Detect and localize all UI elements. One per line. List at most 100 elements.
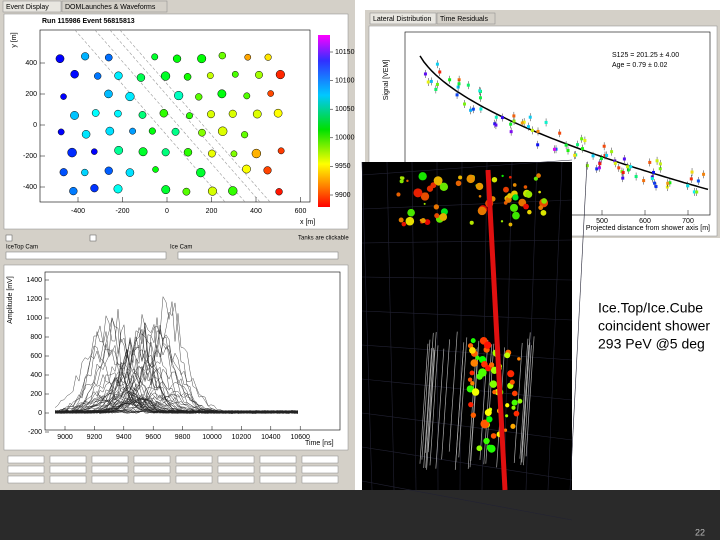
- tank: [113, 184, 123, 194]
- 3d-view: [362, 162, 572, 490]
- point: [621, 171, 625, 175]
- string: [448, 331, 458, 452]
- y-tick-label: 600: [30, 353, 42, 360]
- dom-hit: [511, 390, 518, 397]
- dom-hit: [470, 338, 476, 344]
- point: [463, 102, 467, 106]
- point: [469, 108, 473, 112]
- dropdown[interactable]: [177, 251, 339, 260]
- point: [583, 139, 587, 143]
- tab[interactable]: [436, 12, 496, 25]
- grid-3d: [503, 161, 513, 491]
- tank: [242, 164, 251, 174]
- dropdown[interactable]: [5, 251, 167, 260]
- tank: [57, 128, 65, 136]
- point: [599, 157, 603, 161]
- string: [470, 340, 480, 461]
- dom-hit: [476, 445, 483, 452]
- string: [521, 342, 531, 463]
- tank: [81, 52, 90, 61]
- tank: [195, 93, 203, 101]
- tab-label[interactable]: Time Residuals: [440, 16, 488, 23]
- point: [520, 121, 524, 125]
- tank: [70, 111, 79, 120]
- point: [526, 125, 530, 129]
- tank-hit: [418, 172, 427, 181]
- tank-hit: [527, 209, 532, 215]
- tab-label[interactable]: DOMLaunches & Waveforms: [65, 4, 156, 11]
- tank: [129, 127, 137, 135]
- waveform: [54, 349, 299, 414]
- tank-hit: [512, 194, 519, 201]
- checkbox[interactable]: [5, 234, 13, 242]
- string: [427, 332, 437, 453]
- control-field: [259, 465, 297, 474]
- tab[interactable]: [2, 0, 62, 13]
- y-tick-label: 400: [25, 60, 37, 67]
- grid-3d: [569, 161, 588, 491]
- waveform: [54, 345, 299, 414]
- tank-hit: [439, 182, 449, 192]
- tab[interactable]: [61, 0, 168, 13]
- point: [530, 128, 534, 132]
- point: [457, 78, 461, 82]
- tank: [198, 128, 206, 137]
- dom-hit: [511, 399, 518, 406]
- tab-label[interactable]: Lateral Distribution: [373, 16, 431, 23]
- point: [494, 123, 498, 127]
- dom-hit: [484, 409, 492, 417]
- x-tick-label: 10200: [232, 434, 252, 441]
- x-tick-label: 700: [682, 218, 694, 225]
- tank-hit: [475, 182, 484, 191]
- point: [610, 150, 614, 154]
- y-tick-label: 200: [30, 391, 42, 398]
- point: [626, 168, 630, 172]
- grid-3d: [361, 412, 573, 441]
- tab[interactable]: [369, 12, 437, 25]
- point: [598, 162, 602, 166]
- tank: [67, 147, 77, 158]
- tank-hit: [508, 175, 512, 179]
- control-field: [49, 465, 87, 474]
- tank: [159, 109, 168, 118]
- string: [467, 348, 477, 469]
- string: [421, 339, 431, 460]
- point: [648, 160, 652, 164]
- point: [448, 78, 452, 82]
- tank-hit: [458, 175, 463, 180]
- string: [426, 349, 435, 470]
- tank: [207, 110, 215, 119]
- point: [457, 82, 461, 86]
- tank: [81, 168, 89, 177]
- string: [419, 343, 429, 464]
- string: [523, 345, 532, 466]
- point: [580, 147, 584, 151]
- control-field: [91, 475, 129, 484]
- x-label: x [m]: [300, 219, 315, 226]
- tab-label[interactable]: Event Display: [6, 4, 49, 11]
- y-tick-label: 0: [33, 122, 37, 129]
- tank-hit: [500, 220, 504, 223]
- point: [622, 157, 626, 161]
- point: [434, 87, 438, 91]
- point: [429, 79, 433, 83]
- checkbox[interactable]: [89, 234, 97, 242]
- dom-hit: [468, 402, 474, 408]
- tank: [70, 69, 79, 79]
- string: [435, 348, 445, 469]
- tank-hit: [420, 218, 426, 224]
- tank: [243, 92, 251, 100]
- tank-hit: [478, 194, 482, 198]
- tank-hit: [439, 213, 448, 221]
- y-tick-label: 1000: [26, 315, 42, 322]
- string: [424, 332, 434, 453]
- point: [668, 181, 672, 185]
- tank-hit: [523, 185, 528, 189]
- string: [525, 336, 535, 457]
- tank: [104, 53, 113, 62]
- colorbar-tick-label: 9900: [335, 192, 351, 199]
- point: [566, 149, 570, 153]
- x-tick-label: 0: [165, 208, 169, 215]
- point: [456, 85, 460, 89]
- tank: [91, 148, 98, 155]
